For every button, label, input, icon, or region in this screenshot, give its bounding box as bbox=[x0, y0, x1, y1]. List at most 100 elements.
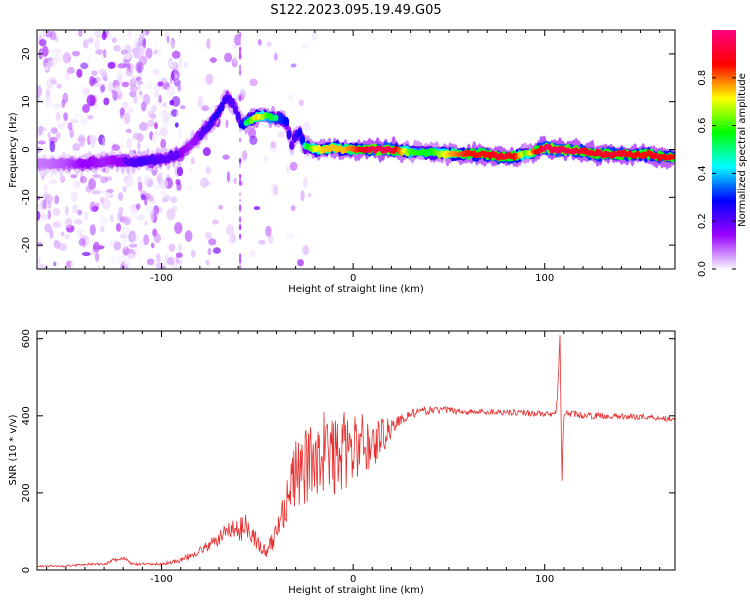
spectrogram-noise-blob bbox=[124, 52, 132, 60]
spectrogram-noise-blob bbox=[123, 216, 132, 226]
spectrogram-noise-blob bbox=[298, 99, 304, 106]
spectrogram-noise-blob bbox=[133, 94, 138, 104]
spectrogram-noise-blob bbox=[47, 131, 51, 139]
spectrogram-noise-blob bbox=[80, 117, 88, 126]
spectrogram-noise-blob bbox=[205, 73, 214, 85]
spectrogram-noise-blob bbox=[130, 232, 140, 243]
spectrogram-noise-blob bbox=[98, 215, 108, 227]
spectrogram-noise-blob bbox=[76, 68, 83, 78]
spectrogram-noise-blob bbox=[249, 135, 258, 145]
spectrogram-noise-blob bbox=[238, 205, 242, 213]
spectrogram-noise-blob bbox=[233, 56, 237, 64]
colorbar-tick-label: 0.0 bbox=[697, 261, 708, 277]
spectrogram-noise-blob bbox=[130, 48, 140, 54]
spectrogram-noise-blob bbox=[277, 131, 286, 139]
spectrogram-noise-blob bbox=[233, 177, 237, 185]
spectrogram-noise-blob bbox=[206, 181, 212, 187]
spectrogram-noise-blob bbox=[238, 264, 242, 269]
spectrogram-noise-blob bbox=[49, 30, 57, 41]
spectrogram-noise-blob bbox=[86, 56, 91, 66]
snr-series-line bbox=[37, 335, 675, 568]
spectrogram-ridge-mark bbox=[670, 154, 675, 160]
snr-background bbox=[37, 331, 675, 570]
spectrogram-noise-blob bbox=[49, 228, 54, 239]
spectrogram-noise-blob bbox=[139, 239, 145, 249]
spectrogram-noise-blob bbox=[59, 175, 66, 184]
spectrogram-noise-blob bbox=[95, 48, 104, 56]
spectrogram-noise-blob bbox=[258, 239, 266, 245]
spectrogram-noise-blob bbox=[45, 201, 53, 212]
spectrogram-noise-blob bbox=[142, 38, 146, 48]
spectrogram-noise-blob bbox=[238, 52, 242, 59]
spectrogram-noise-blob bbox=[238, 64, 242, 71]
spectrogram-noise-blob bbox=[170, 69, 180, 82]
spectrogram-noise-blob bbox=[238, 191, 242, 197]
spectrogram-noise-blob bbox=[156, 253, 161, 263]
spectrogram-noise-blob bbox=[238, 199, 242, 202]
spectrogram-noise-blob bbox=[120, 141, 124, 150]
spectrogram-noise-blob bbox=[166, 35, 170, 44]
spectrogram-noise-blob bbox=[87, 114, 94, 120]
spectrogram-y-tick-label: -10 bbox=[21, 189, 32, 205]
spectrogram-noise-blob bbox=[287, 92, 295, 101]
spectrogram-noise-blob bbox=[78, 30, 83, 37]
spectrogram-noise-blob bbox=[86, 94, 96, 107]
spectrogram-noise-blob bbox=[73, 113, 81, 120]
spectrogram-noise-blob bbox=[205, 232, 213, 240]
spectrogram-noise-blob bbox=[212, 247, 221, 254]
spectrogram-noise-blob bbox=[121, 225, 131, 237]
spectrogram-noise-blob bbox=[137, 45, 145, 57]
spectrogram-noise-blob bbox=[262, 155, 269, 163]
spectrogram-noise-blob bbox=[238, 69, 242, 76]
spectrogram-noise-blob bbox=[166, 208, 176, 221]
spectrogram-noise-blob bbox=[126, 137, 132, 149]
spectrogram-noise-blob bbox=[83, 176, 93, 187]
spectrogram-noise-blob bbox=[72, 50, 80, 57]
spectrogram-noise-blob bbox=[188, 167, 193, 174]
spectrogram-noise-blob bbox=[53, 261, 57, 267]
spectrogram-noise-blob bbox=[38, 263, 46, 269]
spectrogram-noise-blob bbox=[177, 259, 183, 265]
spectrogram-noise-blob bbox=[160, 138, 167, 149]
spectrogram-noise-blob bbox=[175, 252, 179, 264]
spectrogram-noise-blob bbox=[121, 237, 128, 250]
spectrogram-noise-blob bbox=[105, 176, 113, 182]
spectrogram-noise-blob bbox=[139, 122, 148, 131]
spectrogram-noise-blob bbox=[125, 175, 134, 187]
spectrogram-noise-blob bbox=[54, 195, 60, 205]
spectrogram-noise-blob bbox=[273, 52, 278, 61]
spectrogram-noise-blob bbox=[127, 253, 136, 259]
spectrogram-noise-blob bbox=[135, 76, 142, 82]
snr-x-tick-label: 0 bbox=[350, 574, 356, 585]
spectrogram-noise-blob bbox=[125, 128, 132, 134]
spectrogram-noise-blob bbox=[168, 243, 176, 252]
spectrogram-noise-blob bbox=[70, 261, 75, 269]
spectrogram-noise-blob bbox=[120, 263, 124, 269]
spectrogram-noise-blob bbox=[143, 175, 149, 185]
spectrogram-noise-blob bbox=[174, 122, 179, 128]
spectrogram-noise-blob bbox=[302, 121, 311, 131]
spectrogram-noise-blob bbox=[145, 47, 153, 59]
spectrogram-noise-blob bbox=[208, 238, 217, 246]
spectrogram-noise-blob bbox=[138, 55, 148, 66]
spectrogram-noise-blob bbox=[135, 203, 141, 210]
spectrogram-noise-blob bbox=[82, 87, 91, 96]
spectrogram-noise-blob bbox=[126, 62, 134, 73]
colorbar: 0.0 0.2 0.4 0.6 0.8 Normalized spectral ampl… bbox=[697, 30, 748, 277]
spectrogram-noise-blob bbox=[117, 192, 124, 201]
spectrogram-noise-blob bbox=[102, 198, 111, 210]
spectrogram-noise-blob bbox=[238, 95, 242, 102]
spectrogram-noise-blob bbox=[238, 42, 242, 46]
spectrogram-noise-blob bbox=[265, 225, 272, 237]
spectrogram-noise-blob bbox=[158, 94, 162, 104]
spectrogram-noise-blob bbox=[74, 218, 83, 225]
spectrogram-noise-blob bbox=[238, 33, 242, 40]
spectrogram-noise-blob bbox=[249, 78, 258, 87]
spectrogram-noise-blob bbox=[157, 111, 166, 118]
spectrogram-noise-blob bbox=[54, 36, 59, 43]
spectrogram-noise-blob bbox=[65, 206, 69, 216]
spectrogram-noise-blob bbox=[93, 83, 103, 88]
spectrogram-noise-blob bbox=[54, 239, 59, 246]
spectrogram-noise-blob bbox=[101, 72, 108, 78]
